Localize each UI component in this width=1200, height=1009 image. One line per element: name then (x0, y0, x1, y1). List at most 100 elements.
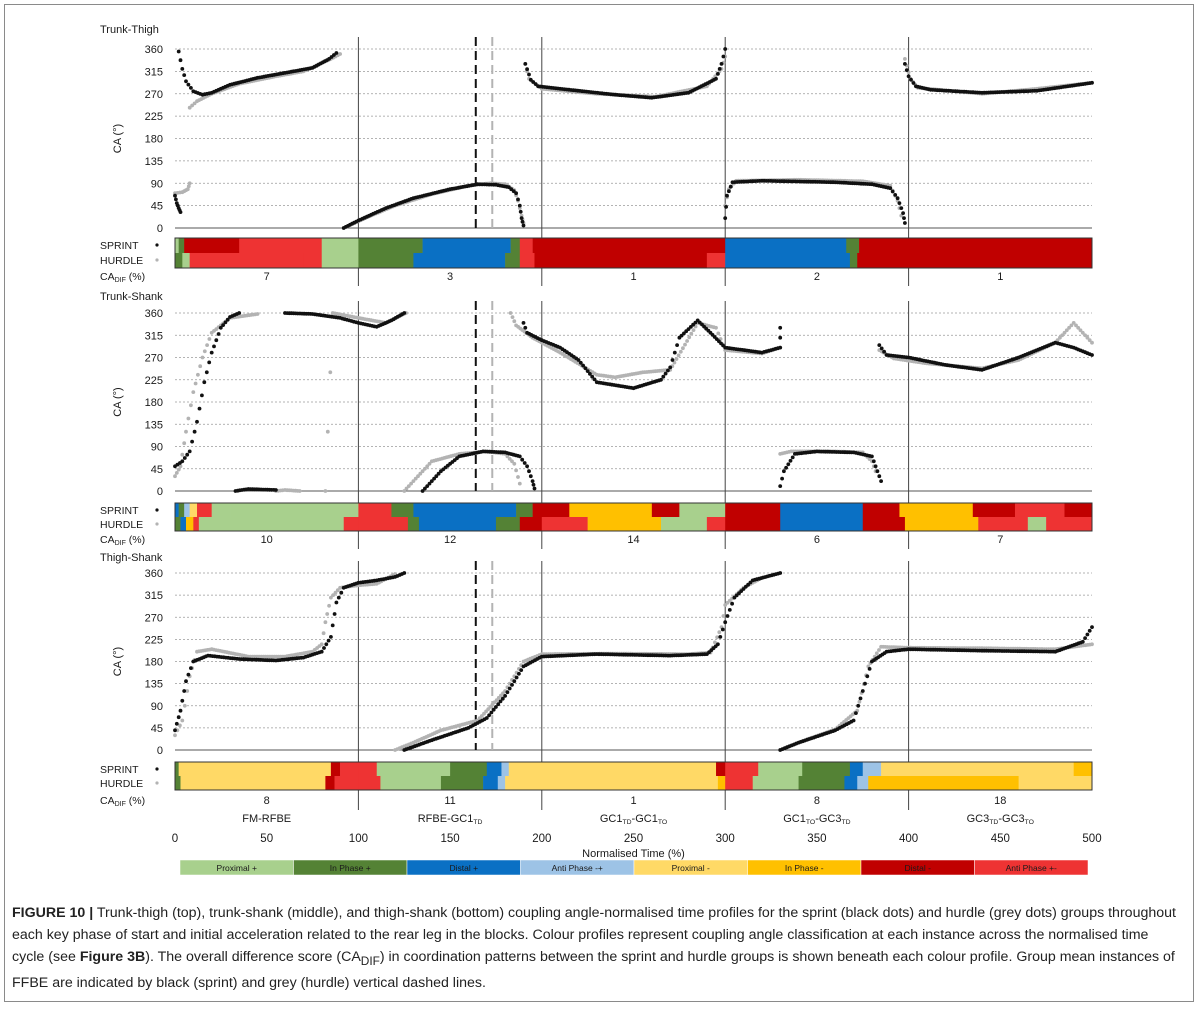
legend-label: Proximal - (672, 863, 710, 873)
x-tick-label: 0 (172, 833, 178, 845)
sprint-point (716, 642, 720, 647)
hurdle-point (176, 467, 181, 472)
hurdle-point (185, 689, 190, 693)
sprint-point (528, 474, 533, 479)
y-tick-label: 135 (145, 156, 163, 168)
hurdle-point (716, 331, 721, 336)
legend-swatch (974, 859, 1089, 876)
hurdle-point (190, 103, 195, 108)
hurdle-strip-segment (725, 517, 781, 531)
hurdle-strip-segment (325, 776, 335, 790)
hurdle-point (714, 325, 718, 330)
x-tick-label: 200 (532, 833, 551, 845)
sprint-strip-segment (780, 503, 864, 517)
sprint-point (717, 67, 722, 71)
sprint-point (778, 571, 783, 575)
sprint-strip-segment (862, 503, 900, 517)
sprint-strip-segment (716, 762, 726, 776)
sprint-point (322, 646, 326, 650)
sprint-point (1090, 80, 1094, 85)
sprint-strip-segment (510, 238, 521, 253)
sprint-strip-segment (725, 503, 781, 517)
hurdle-point (1080, 330, 1085, 335)
sprint-point (523, 62, 528, 66)
hurdle-row-label: HURDLE (100, 519, 143, 531)
sprint-strip-segment (358, 238, 423, 253)
sprint-point (578, 360, 583, 365)
sprint-point (182, 73, 187, 77)
hurdle-point (1087, 338, 1092, 343)
x-tick-label: 150 (441, 833, 460, 845)
sprint-point (494, 705, 498, 709)
sprint-point (503, 694, 507, 698)
x-tick-label: 400 (899, 833, 918, 845)
sprint-point (202, 380, 207, 385)
hurdle-strip-segment (978, 517, 1029, 531)
sprint-strip-segment (184, 503, 190, 517)
sprint-point (184, 79, 188, 84)
sprint-point (1090, 625, 1094, 629)
sprint-strip-segment (340, 762, 359, 776)
sprint-point (532, 486, 537, 491)
sprint-point (204, 370, 209, 375)
sprint-point (870, 454, 874, 459)
sprint-strip-segment (175, 503, 179, 517)
hurdle-point (402, 489, 407, 493)
hurdle-strip-segment (380, 776, 442, 790)
sprint-point (523, 325, 528, 330)
hurdle-strip-segment (407, 517, 420, 531)
sprint-marker (155, 243, 159, 247)
strip-border (174, 502, 1093, 532)
sprint-point (858, 696, 863, 701)
sprint-point (319, 649, 324, 654)
cadif-score: 1 (630, 271, 636, 283)
sprint-strip-segment (450, 762, 488, 776)
x-tick-label: 250 (624, 833, 643, 845)
hurdle-strip-segment (519, 517, 543, 531)
sprint-point (873, 464, 878, 469)
sprint-point (909, 77, 913, 82)
sprint-point (176, 715, 181, 720)
sprint-strip-segment (1073, 762, 1093, 776)
hurdle-point (205, 343, 210, 347)
sprint-point (661, 374, 666, 379)
sprint-point (505, 690, 510, 695)
y-tick-label: 225 (145, 375, 163, 387)
sprint-point (723, 47, 728, 51)
hurdle-point (1083, 333, 1087, 338)
hurdle-marker (155, 258, 159, 262)
cadif-row-label: CADIF (%) (100, 795, 145, 808)
sprint-point (521, 321, 526, 325)
hurdle-strip-segment (534, 253, 708, 268)
sprint-point (723, 620, 728, 625)
hurdle-point (874, 651, 879, 656)
hurdle-strip-segment (226, 517, 345, 531)
y-tick-label: 180 (145, 134, 163, 146)
sprint-point (725, 193, 729, 198)
sprint-point (897, 201, 902, 206)
sprint-point (216, 332, 221, 336)
sprint-strip-segment (508, 762, 717, 776)
hurdle-marker (155, 522, 159, 526)
sprint-point (212, 344, 216, 349)
caption-figure-ref: Figure 3B (79, 949, 146, 965)
y-tick-label: 45 (151, 723, 163, 735)
hurdle-point (1069, 323, 1074, 328)
hurdle-strip-segment (175, 253, 183, 268)
cadif-score: 10 (261, 534, 273, 546)
sprint-point (778, 484, 783, 488)
sprint-point (182, 689, 187, 693)
hurdle-point (1071, 321, 1076, 325)
hurdle-row-label: HURDLE (100, 778, 143, 790)
hurdle-point (427, 461, 432, 466)
hurdle-point (255, 312, 260, 316)
hurdle-strip-segment (717, 776, 726, 790)
sprint-point (672, 350, 677, 355)
sprint-point (178, 210, 183, 215)
sprint-point (525, 67, 529, 72)
sprint-point (899, 206, 904, 211)
sprint-point (221, 323, 226, 327)
sprint-marker (155, 508, 159, 512)
figure-caption: FIGURE 10 | Trunk-thigh (top), trunk-sha… (12, 902, 1182, 994)
hurdle-point (178, 723, 182, 728)
